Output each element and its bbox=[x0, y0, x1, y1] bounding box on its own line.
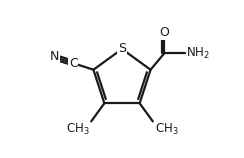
Text: CH$_3$: CH$_3$ bbox=[155, 122, 178, 137]
Text: O: O bbox=[159, 26, 169, 40]
Text: NH$_2$: NH$_2$ bbox=[186, 46, 210, 61]
Text: C: C bbox=[69, 57, 78, 70]
Text: N: N bbox=[50, 50, 59, 64]
Text: S: S bbox=[118, 42, 126, 55]
Text: CH$_3$: CH$_3$ bbox=[66, 122, 89, 137]
